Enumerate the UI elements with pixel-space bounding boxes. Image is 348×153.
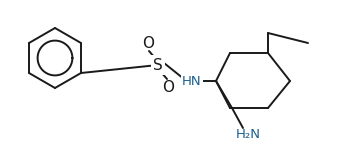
Text: O: O xyxy=(142,35,154,50)
Text: O: O xyxy=(162,80,174,95)
Text: S: S xyxy=(153,58,163,73)
Text: HN: HN xyxy=(182,75,202,88)
Text: H₂N: H₂N xyxy=(236,129,261,142)
